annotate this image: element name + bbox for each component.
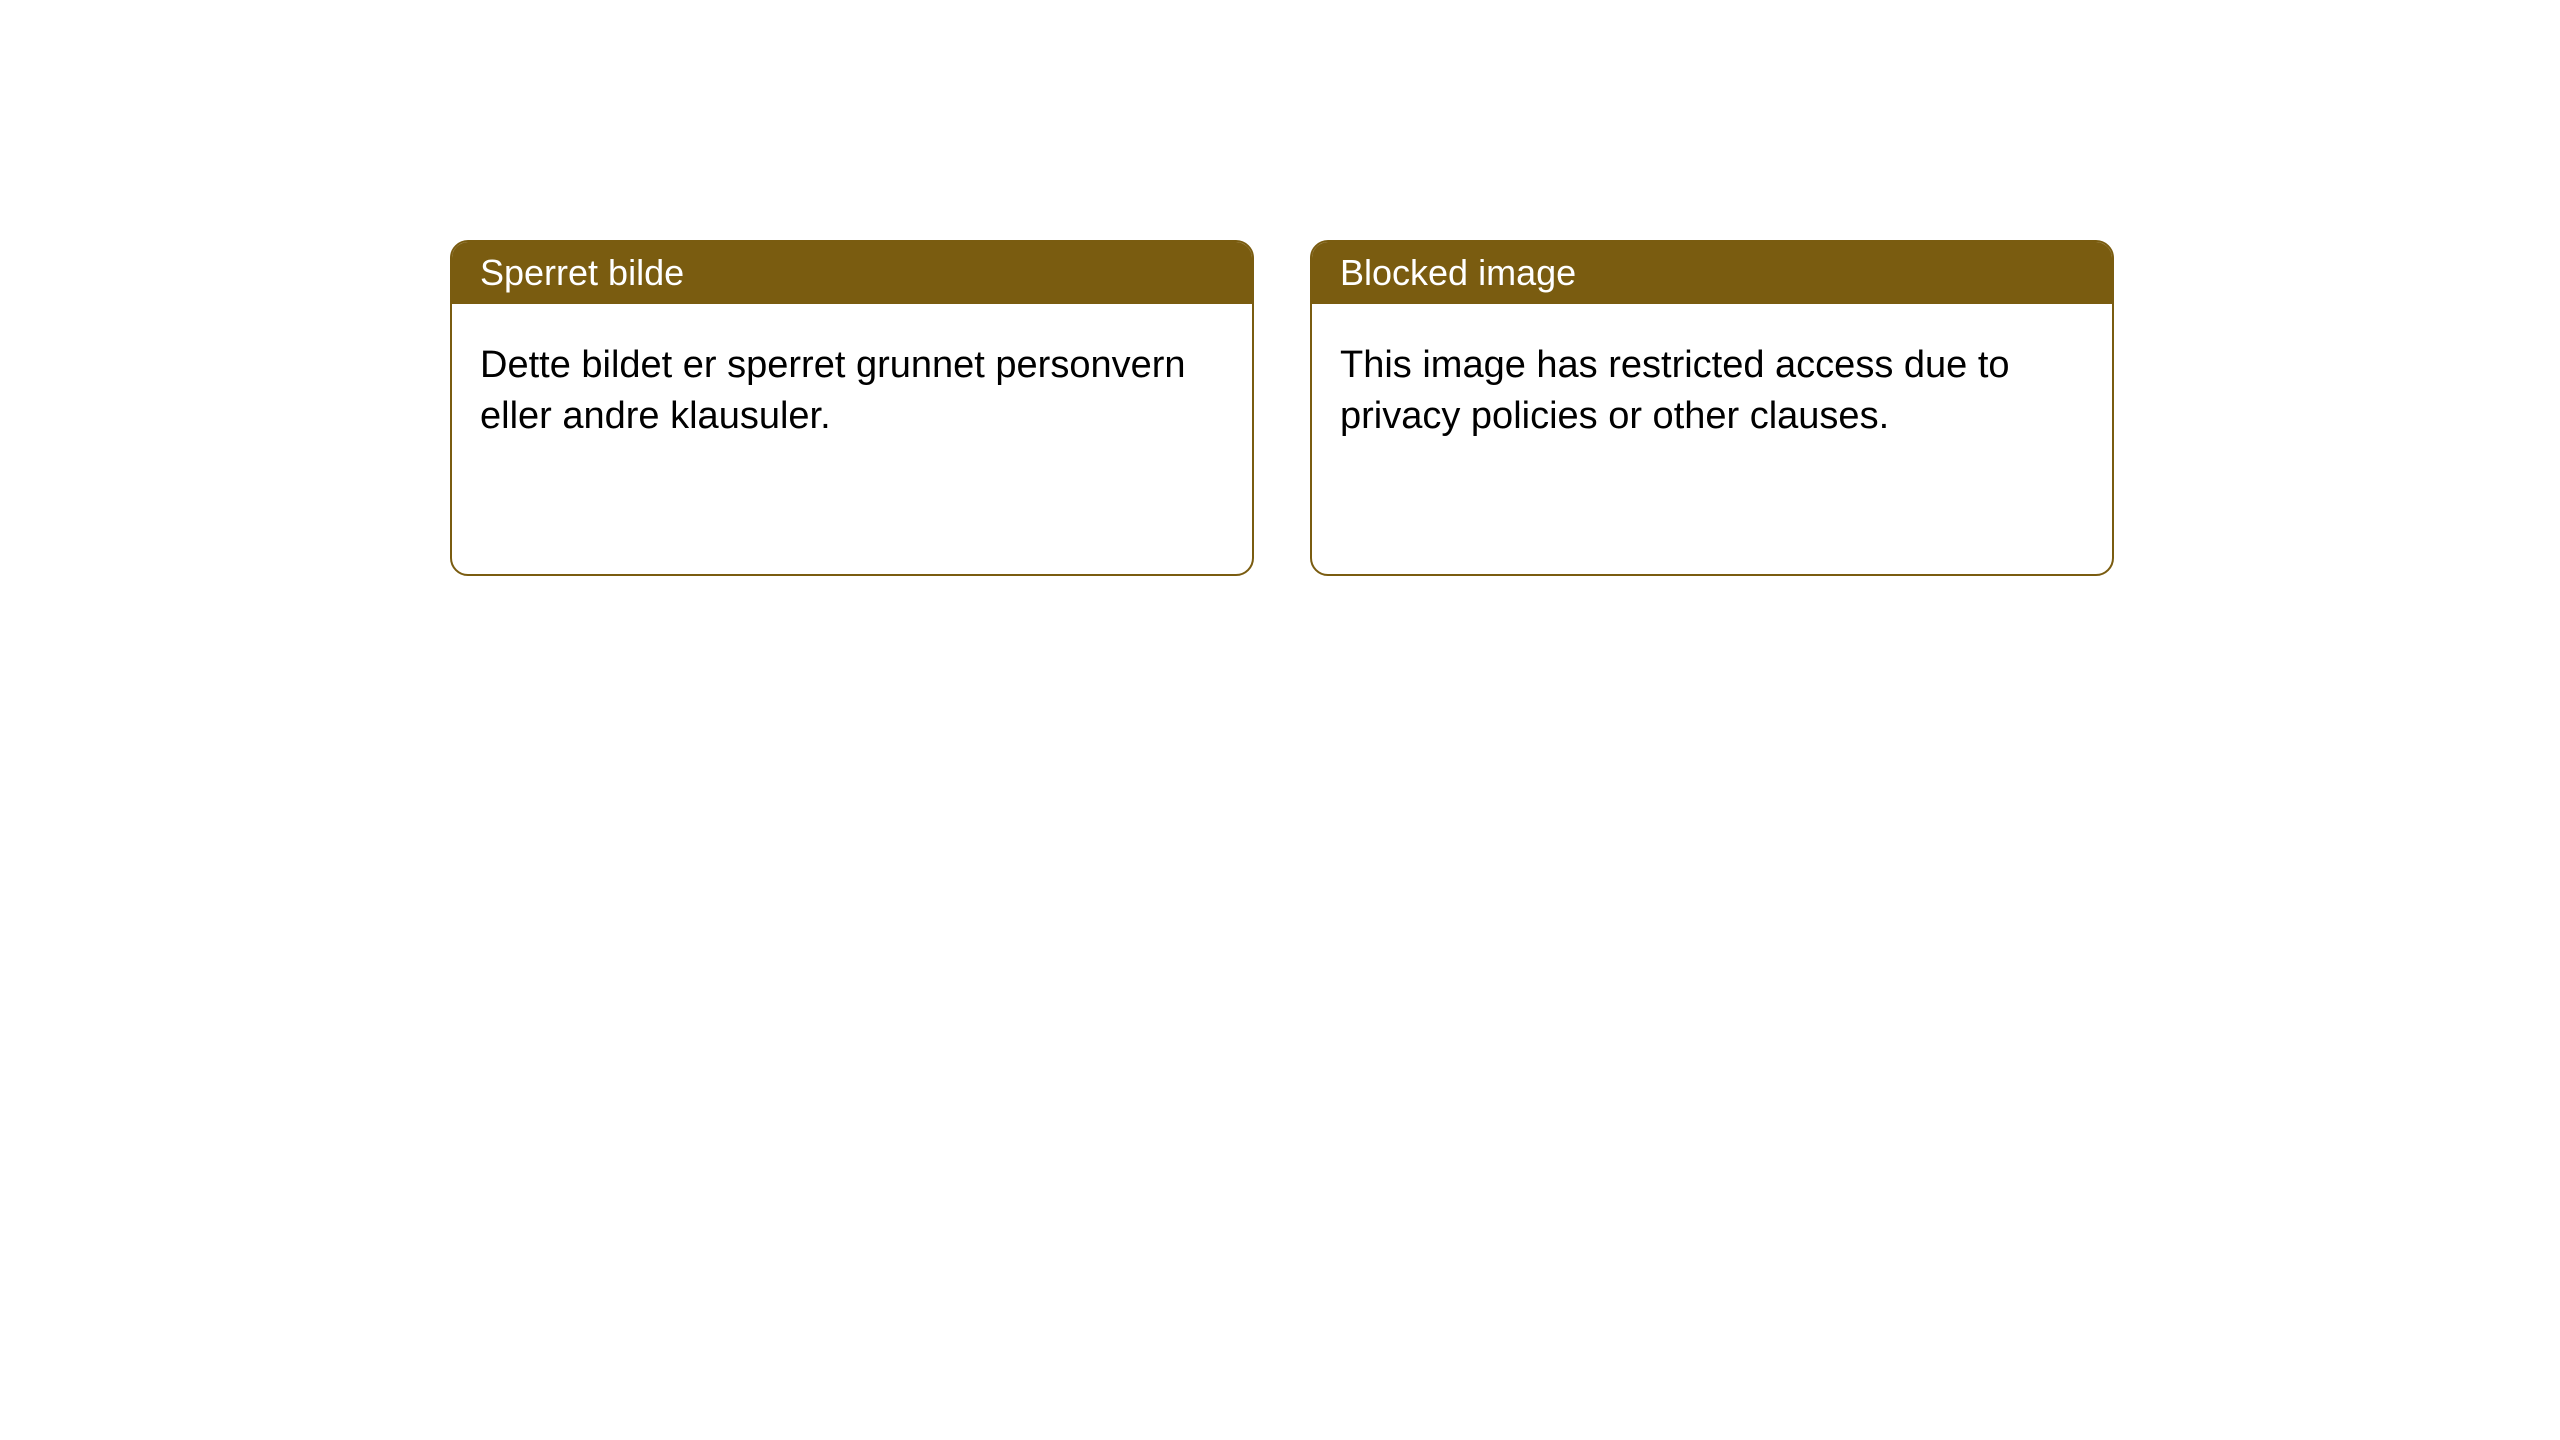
cards-container: Sperret bilde Dette bildet er sperret gr… xyxy=(0,0,2560,576)
blocked-image-card-en: Blocked image This image has restricted … xyxy=(1310,240,2114,576)
card-title: Sperret bilde xyxy=(480,252,684,293)
card-body-text: Dette bildet er sperret grunnet personve… xyxy=(480,344,1186,437)
card-body: Dette bildet er sperret grunnet personve… xyxy=(452,304,1252,479)
card-header: Blocked image xyxy=(1312,242,2112,304)
card-title: Blocked image xyxy=(1340,252,1576,293)
card-header: Sperret bilde xyxy=(452,242,1252,304)
blocked-image-card-no: Sperret bilde Dette bildet er sperret gr… xyxy=(450,240,1254,576)
card-body: This image has restricted access due to … xyxy=(1312,304,2112,479)
card-body-text: This image has restricted access due to … xyxy=(1340,344,2010,437)
